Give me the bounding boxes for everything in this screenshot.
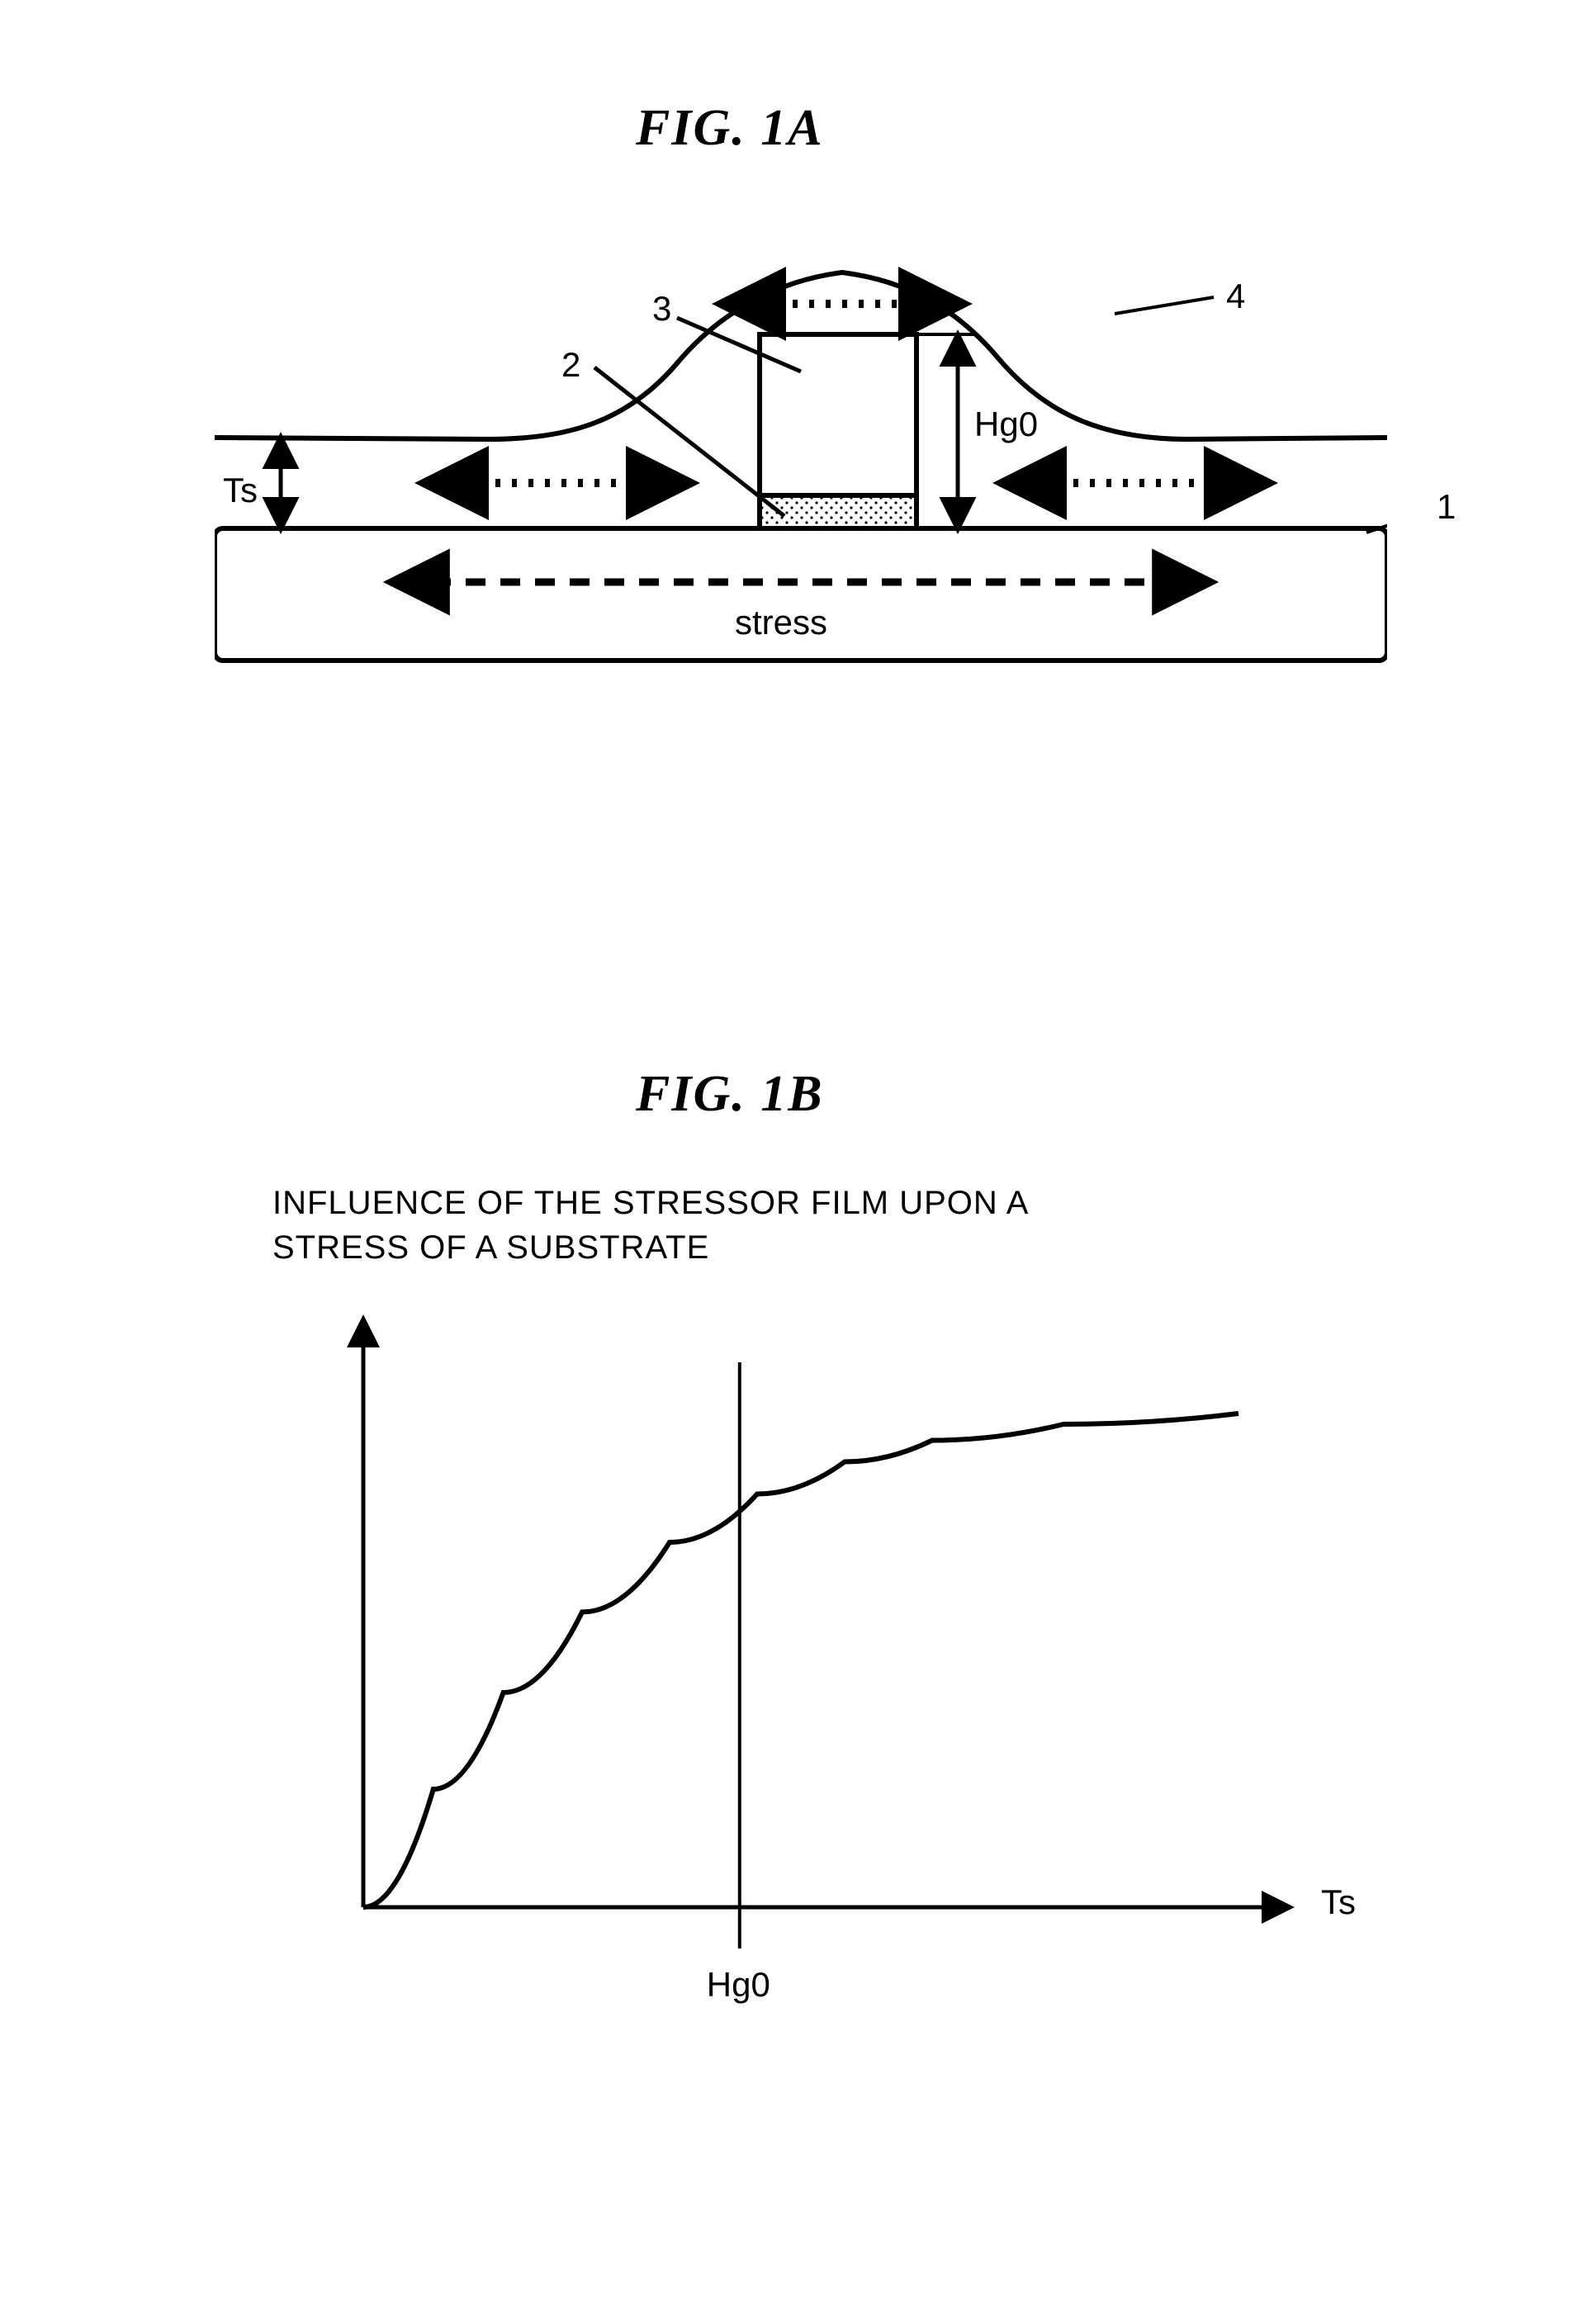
label-ref-3: 3 bbox=[652, 289, 671, 329]
x-axis-label-ts: Ts bbox=[1321, 1882, 1356, 1922]
label-stress: stress bbox=[735, 603, 827, 642]
label-ref-1: 1 bbox=[1437, 487, 1456, 527]
page: FIG. 1A bbox=[0, 0, 1596, 2306]
figure-a-title: FIG. 1A bbox=[636, 99, 824, 158]
hg0-axis-label: Hg0 bbox=[707, 1965, 770, 2005]
label-ts: Ts bbox=[223, 471, 258, 510]
gate-rect bbox=[760, 334, 916, 495]
leader-line-4 bbox=[1115, 297, 1214, 314]
label-ref-2: 2 bbox=[561, 345, 580, 385]
saturating-curve bbox=[363, 1413, 1238, 1907]
label-hg0-a: Hg0 bbox=[974, 405, 1038, 444]
leader-line-2 bbox=[594, 367, 784, 516]
gate-insulator-rect bbox=[760, 495, 916, 528]
figure-b-caption: INFLUENCE OF THE STRESSOR FILM UPON A ST… bbox=[272, 1181, 1029, 1270]
figure-b-title: FIG. 1B bbox=[636, 1065, 824, 1124]
figure-b-chart bbox=[297, 1296, 1371, 2006]
label-ref-4: 4 bbox=[1226, 277, 1245, 316]
